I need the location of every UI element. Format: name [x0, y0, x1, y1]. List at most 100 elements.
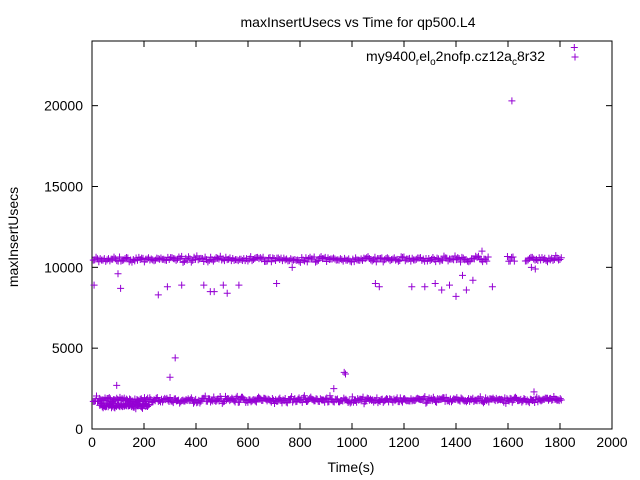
data-point	[178, 252, 186, 260]
data-point	[438, 286, 446, 294]
data-point	[478, 247, 486, 255]
data-point	[375, 283, 383, 291]
legend-subscript: r	[416, 57, 420, 68]
plot-area: 0 200 400 600 800 1000 1200 1400 1600 1800 2000050…	[44, 40, 628, 450]
data-point	[346, 399, 354, 407]
data-point	[210, 393, 218, 401]
data-point	[557, 254, 565, 262]
data-point	[462, 286, 470, 294]
data-point	[510, 257, 518, 265]
data-point	[219, 281, 227, 289]
data-point	[457, 258, 465, 266]
data-point	[117, 284, 125, 292]
x-tick-label: 1400	[440, 434, 471, 450]
data-point	[556, 395, 564, 403]
legend-subscript: c	[512, 57, 517, 68]
data-point	[469, 276, 477, 284]
data-point	[145, 400, 153, 408]
x-tick-label: 0	[88, 434, 96, 450]
data-point	[421, 283, 429, 291]
y-tick-label: 10000	[44, 259, 83, 275]
data-point	[187, 258, 195, 266]
data-point	[530, 388, 538, 396]
legend-entry-label: my9400relo2nofp.cz12ac8r32	[366, 48, 545, 68]
x-tick-label: 1200	[388, 434, 419, 450]
data-point	[196, 399, 204, 407]
x-tick-label: 400	[184, 434, 208, 450]
data-point	[408, 283, 416, 291]
data-point	[263, 257, 271, 265]
data-point	[200, 281, 208, 289]
y-tick-label: 0	[75, 421, 83, 437]
data-point	[340, 368, 348, 376]
data-point	[310, 253, 318, 261]
x-tick-label: 1000	[336, 434, 367, 450]
x-tick-label: 2000	[596, 434, 627, 450]
x-axis-label: Time(s)	[328, 459, 375, 475]
data-point	[163, 283, 171, 291]
data-point	[223, 289, 231, 297]
data-point	[105, 394, 113, 402]
data-point	[259, 253, 267, 261]
data-point	[570, 43, 578, 51]
data-point	[288, 263, 296, 271]
y-tick-label: 20000	[44, 98, 83, 114]
data-point	[154, 291, 162, 299]
data-point	[531, 398, 539, 406]
data-point	[556, 256, 564, 264]
data-point	[178, 281, 186, 289]
data-point	[459, 271, 466, 279]
legend-text: el	[419, 48, 430, 64]
legend-text: 2nofp.cz12a	[436, 48, 512, 64]
data-point	[90, 281, 98, 289]
data-point	[235, 281, 243, 289]
y-axis-label: maxInsertUsecs	[5, 187, 21, 287]
data-point	[300, 392, 308, 400]
data-point	[166, 373, 174, 381]
data-point	[557, 396, 565, 404]
data-point	[273, 280, 281, 287]
data-point	[268, 394, 276, 402]
x-tick-label: 1600	[492, 434, 523, 450]
data-point	[421, 393, 429, 401]
data-point	[368, 257, 376, 265]
data-point	[488, 283, 496, 291]
x-tick-label: 200	[132, 434, 156, 450]
data-point	[204, 258, 212, 266]
data-point	[190, 399, 198, 407]
x-tick-label: 800	[288, 434, 312, 450]
legend-marker	[571, 53, 579, 61]
data-point	[252, 398, 260, 406]
data-point	[446, 281, 453, 289]
data-point	[371, 280, 379, 287]
x-tick-label: 1800	[544, 434, 575, 450]
data-point	[396, 394, 404, 402]
chart-title: maxInsertUsecs vs Time for qp500.L4	[241, 14, 476, 30]
data-point	[113, 381, 121, 389]
data-point	[476, 393, 484, 401]
data-point	[122, 253, 130, 261]
data-point	[330, 385, 338, 393]
legend-text: my9400	[366, 48, 416, 64]
data-point	[508, 97, 516, 105]
data-point	[452, 292, 460, 300]
legend-subscript: o	[430, 57, 436, 68]
data-point	[235, 398, 243, 406]
data-point	[219, 398, 227, 406]
data-point	[394, 257, 402, 265]
data-point	[527, 263, 535, 271]
data-point	[114, 270, 122, 278]
data-point	[179, 258, 187, 266]
x-tick-label: 600	[236, 434, 260, 450]
data-point	[210, 288, 218, 296]
data-point	[232, 394, 240, 402]
data-point	[132, 405, 140, 413]
data-point	[144, 401, 152, 409]
data-point	[303, 258, 311, 266]
data-point	[169, 399, 177, 407]
data-point	[171, 354, 179, 362]
data-point	[484, 253, 492, 261]
y-tick-label: 15000	[44, 179, 83, 195]
data-point	[509, 253, 517, 261]
